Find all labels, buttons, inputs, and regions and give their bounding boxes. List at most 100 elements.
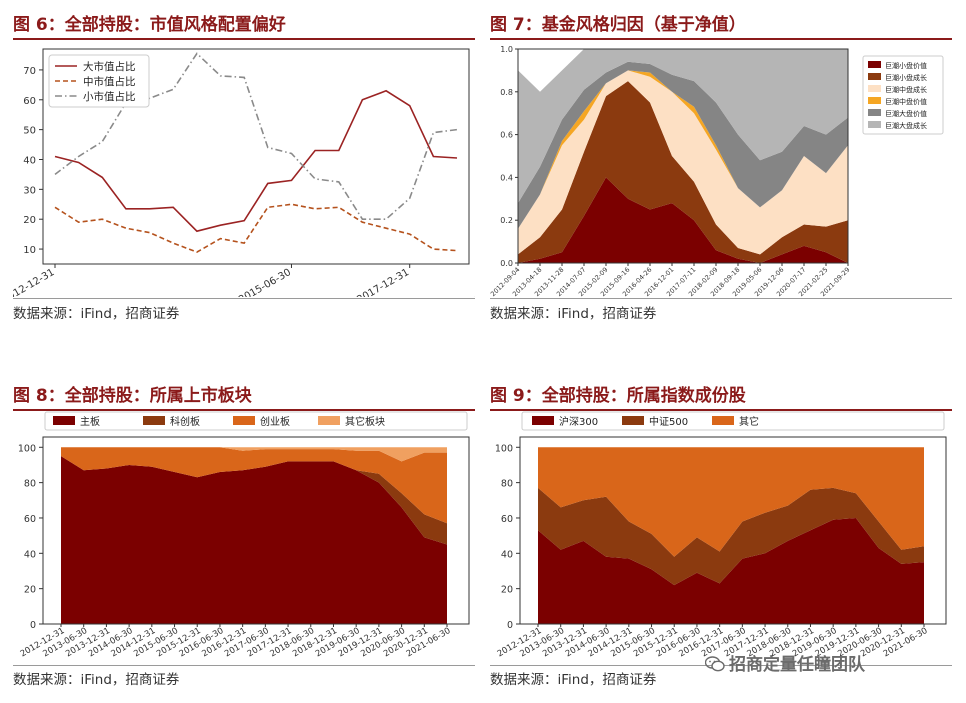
- fig8-ytick-label: 20: [24, 585, 36, 596]
- fig6-ytick-label: 70: [23, 66, 36, 77]
- fig6-series-line-2: [54, 52, 458, 220]
- fig7-chart: 0.00.20.40.60.81.02012-09-042013-04-1820…: [490, 45, 944, 297]
- fig7-ytick-label: 0.0: [500, 259, 513, 268]
- fig6-ytick-label: 30: [23, 185, 36, 196]
- fig9-source: 数据来源：iFind，招商证券: [490, 672, 657, 688]
- fig6-ytick-label: 60: [23, 96, 36, 107]
- fig8-ytick-label: 60: [24, 514, 36, 525]
- fig9-legend-swatch: [712, 416, 734, 425]
- fig9-ytick-label: 40: [501, 549, 513, 560]
- fig7-ytick-label: 0.8: [500, 88, 513, 97]
- fig9-legend-label: 其它: [739, 415, 759, 428]
- fig9-ytick-label: 0: [507, 620, 513, 631]
- fig6-series-line-1: [54, 203, 458, 253]
- fig7-source-rule: [490, 298, 952, 299]
- fig9-chart: 0204060801002012-12-312013-06-302013-12-…: [495, 411, 947, 659]
- fig7-ytick-label: 0.4: [500, 173, 513, 182]
- fig9-area-1: [538, 487, 924, 586]
- fig7-legend-label: 巨潮小盘成长: [885, 73, 927, 82]
- fig8-chart: 0204060801002012-12-312013-06-302013-12-…: [18, 411, 470, 659]
- fig7-legend-label: 巨潮大盘成长: [885, 121, 927, 130]
- fig9-plot-frame: [519, 436, 947, 625]
- fig7-area-1: [518, 81, 848, 263]
- fig8-legend-swatch: [53, 416, 75, 425]
- fig7-area-4: [518, 61, 848, 229]
- fig7-area-3: [518, 70, 848, 229]
- fig6-legend-label: 大市值占比: [83, 60, 136, 73]
- fig8-legend-swatch: [233, 416, 255, 425]
- fig8-source-rule: [13, 665, 475, 666]
- fig6-ytick-label: 10: [23, 245, 36, 256]
- fig6-legend-label: 中市值占比: [83, 75, 136, 88]
- wechat-icon: [705, 656, 725, 672]
- fig8-area-2: [61, 447, 447, 524]
- fig6-series-line-0: [54, 89, 458, 233]
- fig9-title: 图 9：全部持股：所属指数成份股: [490, 386, 746, 406]
- fig9-legend-label: 中证500: [649, 415, 688, 428]
- fig7-legend-swatch: [868, 85, 881, 92]
- fig9-ytick-label: 60: [501, 514, 513, 525]
- fig6-ytick-label: 40: [23, 155, 36, 166]
- fig8-source: 数据来源：iFind，招商证券: [13, 672, 180, 688]
- fig7-legend-label: 巨潮中盘成长: [885, 85, 927, 94]
- fig6-legend-box: [48, 54, 150, 108]
- fig6-title: 图 6：全部持股：市值风格配置偏好: [13, 15, 286, 35]
- fig9-ytick-label: 80: [501, 479, 513, 490]
- fig7-legend-swatch: [868, 61, 881, 68]
- fig7-legend-swatch: [868, 109, 881, 116]
- fig7-area-2: [518, 70, 848, 255]
- fig8-legend-label: 创业板: [260, 415, 290, 428]
- fig8-ytick-label: 40: [24, 549, 36, 560]
- watermark-text: 招商定量任瞳团队: [729, 655, 865, 675]
- fig9-legend-swatch: [622, 416, 644, 425]
- fig7-legend-box: [862, 55, 944, 135]
- fig9-ytick-label: 20: [501, 585, 513, 596]
- fig7-legend-swatch: [868, 97, 881, 104]
- fig7-legend-label: 巨潮大盘价值: [885, 109, 927, 118]
- fig9-ytick-label: 100: [495, 443, 513, 454]
- fig9-area-2: [538, 447, 924, 557]
- fig7-source: 数据来源：iFind，招商证券: [490, 306, 657, 322]
- fig8-legend-swatch: [143, 416, 165, 425]
- fig6-source: 数据来源：iFind，招商证券: [13, 306, 180, 322]
- fig9-legend-label: 沪深300: [559, 415, 598, 428]
- fig8-legend-label: 其它板块: [345, 415, 385, 428]
- fig8-area-0: [61, 456, 447, 624]
- fig7-legend-swatch: [868, 73, 881, 80]
- fig8-ytick-label: 100: [18, 443, 36, 454]
- fig7-ytick-label: 0.6: [500, 131, 513, 140]
- fig6-xtick-label: 2012-12-31: [13, 267, 57, 297]
- fig6-ytick-label: 20: [23, 215, 36, 226]
- panel-fig8: 图 8：全部持股：所属上市板块 0 20 40 60 80 100 2012-12-31 20…: [13, 381, 475, 696]
- fig6-xtick-label: 2017-12-31: [355, 267, 411, 297]
- fig6-title-rule: [13, 38, 475, 40]
- fig6-xtick-label: 2020-06-30: [474, 267, 475, 297]
- fig7-ytick-label: 0.2: [500, 216, 513, 225]
- fig8-legend-swatch: [318, 416, 340, 425]
- fig7-area-5: [518, 49, 848, 204]
- fig8-title-rule: [13, 409, 475, 411]
- fig7-plot-frame: [517, 48, 849, 264]
- fig7-legend-label: 巨潮中盘价值: [885, 97, 927, 106]
- fig8-plot-frame: [42, 436, 470, 625]
- fig7-title: 图 7：基金风格归因（基于净值）: [490, 15, 746, 35]
- fig8-legend-label: 主板: [80, 415, 100, 428]
- fig8-title: 图 8：全部持股：所属上市板块: [13, 386, 252, 406]
- fig9-title-rule: [490, 409, 952, 411]
- panel-fig6: 图 6：全部持股：市值风格配置偏好 10 20 30 40 50 60 70 2012-12-…: [13, 10, 475, 330]
- fig7-ytick-label: 1.0: [500, 45, 513, 54]
- fig9-legend-swatch: [532, 416, 554, 425]
- fig6-ytick-label: 50: [23, 126, 36, 137]
- panel-fig7: 图 7：基金风格归因（基于净值） 0.0 0.2 0.4 0.6 0.8 1.0 2012-…: [490, 10, 952, 330]
- fig8-area-3: [61, 447, 447, 462]
- fig6-source-rule: [13, 298, 475, 299]
- fig7-title-rule: [490, 38, 952, 40]
- fig7-legend-swatch: [868, 121, 881, 128]
- panel-fig9: 图 9：全部持股：所属指数成份股 0 20 40 60 80 100 2012-12-31 2…: [490, 381, 952, 696]
- fig8-ytick-label: 0: [30, 620, 36, 631]
- fig8-legend-box: [44, 411, 468, 431]
- watermark: 招商定量任瞳团队: [705, 650, 865, 675]
- fig7-area-0: [518, 177, 848, 263]
- fig6-xtick-label: 2015-06-30: [237, 267, 293, 297]
- fig8-legend-label: 科创板: [170, 415, 200, 428]
